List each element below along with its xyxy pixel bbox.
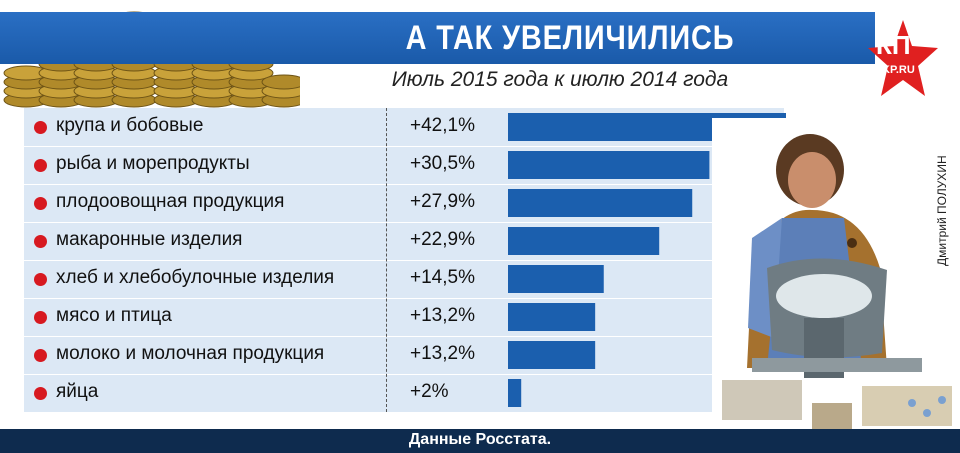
value-label: +30,5% [410,153,475,174]
category-label: яйца [56,381,99,402]
row-divider [24,184,784,185]
category-label: молоко и молочная продукция [56,343,325,364]
source-bar [0,429,960,453]
chart-row: плодоовощная продукция +27,9% [24,184,784,222]
value-label: +22,9% [410,229,475,250]
category-label: макаронные изделия [56,229,243,250]
row-divider [24,374,784,375]
chart-row: крупа и бобовые +42,1% [24,108,784,146]
bullet-icon [34,273,47,286]
chart-row: хлеб и хлебобулочные изделия +14,5% [24,260,784,298]
bullet-icon [34,387,47,400]
bar-area [508,113,786,407]
bar [508,265,604,293]
category-label: рыба и морепродукты [56,153,250,174]
bullet-icon [34,235,47,248]
chart-title: А ТАК УВЕЛИЧИЛИСЬ ЦЕНЫ [405,19,735,96]
value-label: +14,5% [410,267,475,288]
value-label: +2% [410,381,449,402]
row-divider [24,336,784,337]
kp-logo: КП KP.RU [868,20,938,104]
chart-row: мясо и птица +13,2% [24,298,784,336]
bullet-icon [34,311,47,324]
row-divider [24,146,784,147]
chart-row: макаронные изделия +22,9% [24,222,784,260]
category-label: плодоовощная продукция [56,191,285,212]
category-label: мясо и птица [56,305,172,326]
coin [261,74,300,90]
vendor-photo [712,118,960,429]
category-label: крупа и бобовые [56,115,204,136]
logo-subtext: KP.RU [882,64,915,76]
bullet-icon [34,121,47,134]
row-divider [24,222,784,223]
row-divider [24,260,784,261]
value-separator-line [386,108,387,412]
value-label: +42,1% [410,115,475,136]
logo-text: КП [876,30,911,60]
bar [508,151,710,179]
bar [508,189,693,217]
title-banner: А ТАК УВЕЛИЧИЛИСЬ ЦЕНЫ [0,12,875,96]
bullet-icon [34,197,47,210]
bar [508,227,660,255]
chart-subtitle: Июль 2015 года к июлю 2014 года [391,68,729,91]
value-label: +27,9% [410,191,475,212]
logo-star-icon [868,20,938,96]
bullet-icon [34,349,47,362]
bar [508,303,596,331]
chart-row: рыба и морепродукты +30,5% [24,146,784,184]
category-label: хлеб и хлебобулочные изделия [56,267,335,288]
row-divider [24,298,784,299]
photo-credit: Дмитрий ПОЛУХИН [935,155,949,266]
chart-row: молоко и молочная продукция +13,2% [24,336,784,374]
chart-row: яйца +2% [24,374,784,412]
bar [508,341,596,369]
chart-panel: крупа и бобовые +42,1% рыба и морепродукты… [24,108,786,412]
value-label: +13,2% [410,343,475,364]
bar [508,379,522,407]
source-note: Данные Росстата. [408,431,552,448]
bullet-icon [34,159,47,172]
value-label: +13,2% [410,305,475,326]
